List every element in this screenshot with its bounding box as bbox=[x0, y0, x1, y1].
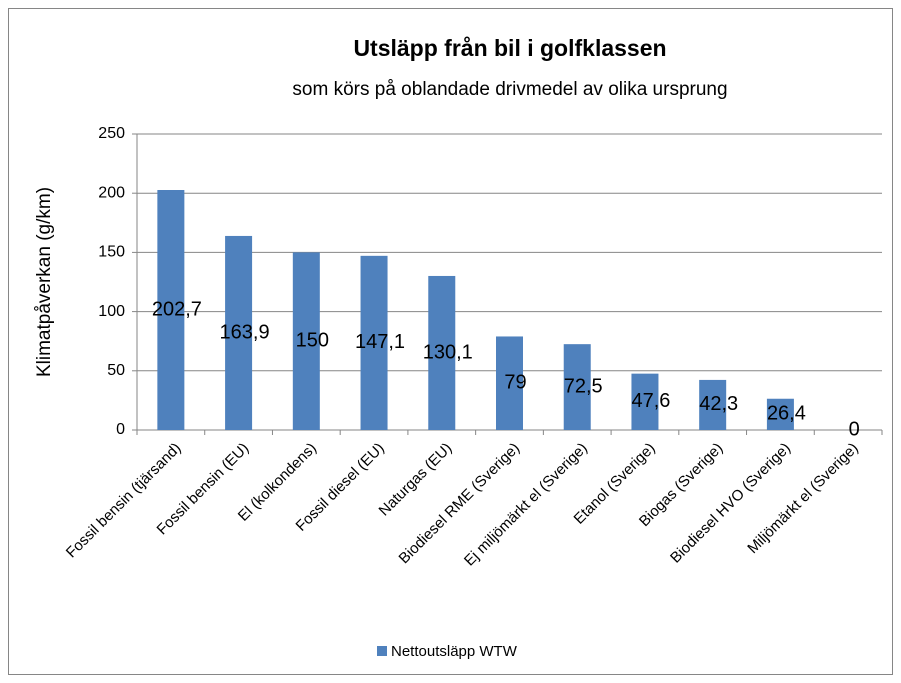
legend-swatch bbox=[377, 646, 387, 656]
bar bbox=[428, 275, 456, 430]
bar bbox=[496, 336, 523, 430]
bar bbox=[766, 398, 794, 430]
bar bbox=[292, 252, 320, 430]
y-tick-label: 250 bbox=[98, 125, 125, 142]
bar bbox=[699, 379, 727, 430]
data-label: 130,1 bbox=[423, 341, 473, 363]
y-tick-label: 100 bbox=[98, 303, 125, 320]
y-tick-label: 50 bbox=[107, 362, 125, 379]
bar bbox=[631, 373, 659, 430]
chart-subtitle: som körs på oblandade drivmedel av olika… bbox=[292, 79, 727, 100]
data-label: 202,7 bbox=[152, 298, 202, 320]
bar bbox=[563, 344, 591, 430]
y-tick-label: 200 bbox=[98, 184, 125, 201]
data-label: 79 bbox=[504, 372, 526, 394]
data-label: 72,5 bbox=[564, 375, 603, 397]
data-label: 0 bbox=[849, 418, 860, 440]
bar bbox=[157, 190, 185, 430]
data-label: 147,1 bbox=[355, 331, 405, 353]
data-label: 47,6 bbox=[631, 390, 670, 412]
data-label: 26,4 bbox=[767, 403, 806, 425]
y-tick-label: 0 bbox=[116, 421, 125, 438]
y-axis-label: Klimatpåverkan (g/km) bbox=[34, 187, 55, 377]
chart-title: Utsläpp från bil i golfklassen bbox=[353, 35, 666, 61]
data-label: 150 bbox=[296, 329, 329, 351]
bar bbox=[360, 255, 388, 430]
y-tick-label: 150 bbox=[98, 244, 125, 261]
bar bbox=[225, 235, 253, 430]
data-label: 42,3 bbox=[699, 393, 738, 415]
legend-label: Nettoutsläpp WTW bbox=[391, 643, 518, 660]
data-label: 163,9 bbox=[220, 321, 270, 343]
